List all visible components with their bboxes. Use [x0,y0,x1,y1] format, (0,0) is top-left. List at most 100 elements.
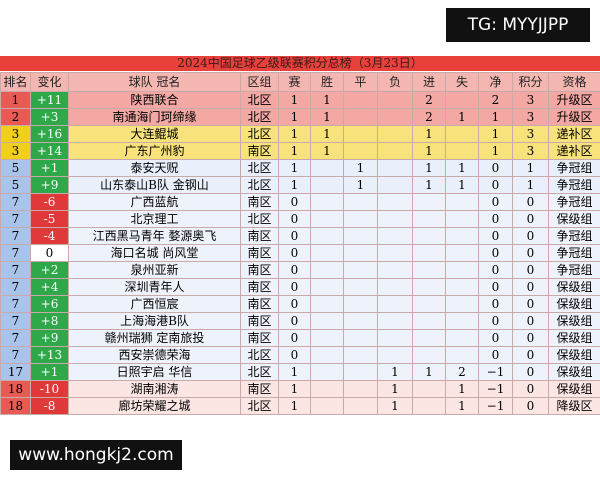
cell: −1 [478,397,513,415]
cell: 北区 [240,176,279,194]
empty-cell [377,295,413,313]
empty-cell [412,397,446,415]
header-cell: 排名 [0,72,31,92]
header-cell: 平 [343,72,378,92]
cell: 江西黑马青年 婺源奥飞 [68,227,241,245]
cell: 3 [512,91,549,109]
cell: 1 [412,363,446,381]
empty-cell [412,329,446,347]
cell: -4 [30,227,69,245]
cell: 0 [478,244,513,262]
cell: +3 [30,108,69,126]
cell: 廊坊荣耀之城 [68,397,241,415]
cell: 1 [445,159,479,177]
cell: 2 [412,91,446,109]
cell: 南区 [240,380,279,398]
cell: 0 [512,363,549,381]
empty-cell [445,329,479,347]
cell: 保级组 [548,363,600,381]
cell: 1 [512,176,549,194]
cell: 南区 [240,193,279,211]
cell: 保级组 [548,380,600,398]
cell: 0 [512,244,549,262]
cell: 1 [310,142,344,160]
cell: 0 [512,295,549,313]
header-cell: 球队 冠名 [68,72,241,92]
header-cell: 区组 [240,72,279,92]
header-cell: 负 [377,72,413,92]
empty-cell [377,91,413,109]
empty-cell [377,176,413,194]
cell: 3 [512,108,549,126]
empty-cell [377,329,413,347]
empty-cell [445,312,479,330]
cell: 北区 [240,210,279,228]
empty-cell [310,363,344,381]
header-cell: 胜 [310,72,344,92]
cell: 0 [278,244,311,262]
empty-cell [445,193,479,211]
cell: 0 [512,397,549,415]
header-cell: 变化 [30,72,69,92]
cell: 争冠组 [548,159,600,177]
cell: 北区 [240,91,279,109]
cell: 0 [512,261,549,279]
cell: 升级区 [548,108,600,126]
cell: 18 [0,397,31,415]
empty-cell [310,176,344,194]
cell: 山东泰山B队 金钢山 [68,176,241,194]
cell: 保级组 [548,312,600,330]
cell: 北京理工 [68,210,241,228]
cell: 1 [412,125,446,143]
table-row: 7 +6 广西恒宸 南区 0 0 0 保级组 [0,295,600,313]
empty-cell [445,91,479,109]
cell: 2 [445,363,479,381]
cell: 7 [0,261,31,279]
cell: 保级组 [548,295,600,313]
cell: 北区 [240,159,279,177]
cell: 1 [310,108,344,126]
cell: 1 [478,108,513,126]
empty-cell [412,244,446,262]
cell: -10 [30,380,69,398]
table-row: 5 +9 山东泰山B队 金钢山 北区 1 1 1 1 0 1 争冠组 [0,176,600,194]
cell: 0 [278,193,311,211]
empty-cell [310,312,344,330]
table-row: 1 +11 陕西联合 北区 1 1 2 2 3 升级区 [0,91,600,109]
cell: 1 [445,397,479,415]
cell: 保级组 [548,278,600,296]
cell: +9 [30,176,69,194]
empty-cell [310,193,344,211]
cell: 南区 [240,329,279,347]
empty-cell [377,261,413,279]
cell: 北区 [240,397,279,415]
header-cell: 净 [478,72,513,92]
cell: 递补区 [548,125,600,143]
table-row: 18 -10 湖南湘涛 南区 1 1 1 −1 0 保级组 [0,380,600,398]
cell: 0 [478,210,513,228]
cell: 赣州瑞狮 定南旅投 [68,329,241,347]
cell: 1 [412,159,446,177]
watermark-top: TG: MYYJJPP [446,8,590,42]
cell: 1 [278,125,311,143]
table-row: 7 -5 北京理工 北区 0 0 0 保级组 [0,210,600,228]
cell: 1 [278,397,311,415]
cell: 1 [445,176,479,194]
cell: +6 [30,295,69,313]
cell: 2 [478,91,513,109]
cell: 2 [412,108,446,126]
table-row: 7 +4 深圳青年人 南区 0 0 0 保级组 [0,278,600,296]
cell: 5 [0,176,31,194]
empty-cell [343,363,378,381]
empty-cell [377,125,413,143]
cell: 0 [478,159,513,177]
cell: 0 [30,244,69,262]
table-title: 2024中国足球乙级联赛积分总榜（3月23日） [0,56,600,71]
empty-cell [343,125,378,143]
cell: 西安崇德荣海 [68,346,241,364]
cell: 7 [0,295,31,313]
cell: 广西恒宸 [68,295,241,313]
cell: 5 [0,159,31,177]
empty-cell [412,278,446,296]
cell: +4 [30,278,69,296]
